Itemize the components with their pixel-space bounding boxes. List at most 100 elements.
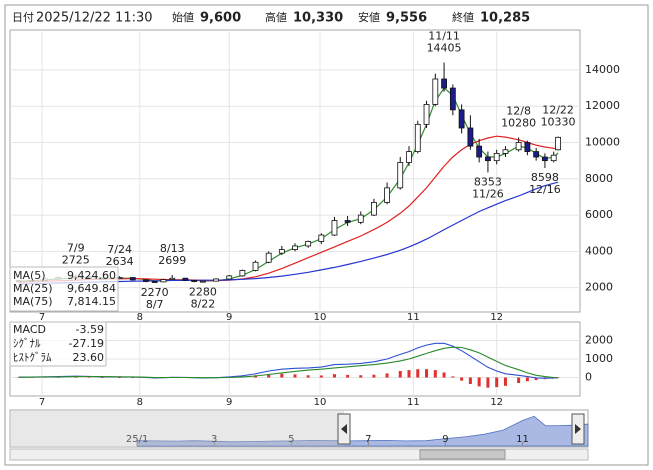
candle-body	[129, 277, 136, 281]
histogram-bar	[17, 377, 21, 378]
histogram-bar	[468, 377, 472, 384]
annotation-date: 8/13	[160, 242, 185, 255]
navigator-tick-label: 25/1	[126, 434, 148, 445]
x-tick-label: 9	[226, 312, 232, 323]
histogram-bar	[118, 377, 122, 378]
histogram-bar	[451, 376, 455, 378]
y-tick-label: 2000	[585, 281, 613, 294]
navigator-handle-right-grip	[575, 424, 581, 434]
legend-label: MACD	[13, 323, 46, 336]
annotation-date: 12/22	[542, 104, 574, 117]
navigator-area	[136, 415, 589, 447]
header-label: 高値	[265, 10, 287, 24]
annotation-date: 7/9	[67, 242, 85, 255]
annotation-value: 8598	[531, 171, 559, 184]
annotation-value: 2699	[158, 254, 186, 267]
legend-value: 9,424.60	[67, 269, 116, 282]
annotation-value: 10280	[501, 116, 536, 129]
candle-body	[542, 156, 548, 162]
annotation-date: 7/24	[107, 243, 132, 256]
candle-body	[441, 78, 447, 89]
candle-body	[423, 104, 430, 125]
candle-body	[397, 162, 404, 189]
navigator-handle-left-grip	[341, 424, 347, 434]
moving-average-line	[18, 181, 559, 285]
annotation-value: 14405	[427, 42, 462, 55]
x-tick-label: 9	[226, 397, 232, 408]
histogram-bar	[534, 377, 538, 381]
histogram-bar	[416, 369, 420, 378]
navigator-tick-label: 7	[365, 434, 371, 445]
navigator-unselected	[11, 411, 344, 446]
annotation-date: 8/7	[146, 298, 164, 311]
candle-body	[485, 156, 491, 162]
x-tick-label: 11	[407, 397, 420, 408]
candle-body	[169, 277, 176, 280]
candle-body	[458, 109, 465, 129]
candle-body	[331, 220, 338, 236]
candle-body	[550, 154, 557, 162]
annotation-date: 8/22	[191, 298, 216, 311]
legend-label: MA(75)	[13, 295, 53, 308]
histogram-bar	[332, 374, 336, 378]
y-tick-label: 14000	[585, 63, 620, 76]
candle-body	[406, 151, 412, 163]
histogram-bar	[87, 377, 91, 378]
candle-body	[493, 152, 500, 162]
header-value: 9,600	[200, 11, 241, 26]
histogram-bar	[517, 377, 521, 384]
candle-body	[555, 136, 561, 151]
histogram-bar	[425, 369, 429, 378]
x-tick-label: 7	[39, 312, 45, 323]
candle-body	[160, 279, 167, 283]
legend-box	[9, 321, 107, 367]
annotation-date: 11/11	[428, 30, 460, 43]
candle-body	[502, 149, 509, 154]
histogram-bar	[359, 375, 363, 378]
scroll-thumb[interactable]	[419, 449, 506, 460]
candle-body	[432, 78, 439, 105]
x-tick-label: 12	[490, 312, 503, 323]
y-tick-label: 8000	[585, 172, 613, 185]
histogram-bar	[385, 373, 389, 378]
legend-label: MA(25)	[13, 282, 53, 295]
y-tick-label: 0	[585, 371, 592, 384]
annotation-value: 2280	[189, 286, 217, 299]
candle-body	[252, 261, 259, 271]
y-tick-label: 6000	[585, 208, 613, 221]
legend-value: -3.59	[76, 323, 104, 336]
header-label: 始値	[172, 10, 194, 24]
candle-body	[318, 234, 325, 242]
candle-body	[200, 280, 206, 283]
annotation-value: 8353	[474, 175, 502, 188]
candle-body	[524, 142, 531, 152]
price-panel	[9, 29, 581, 313]
candle-body	[191, 280, 198, 282]
header-value: 10,330	[293, 11, 343, 26]
x-tick-label: 8	[137, 312, 143, 323]
x-tick-label: 11	[407, 312, 420, 323]
candle-body	[143, 279, 149, 282]
histogram-bar	[346, 374, 350, 378]
histogram-bar	[131, 377, 135, 378]
histogram-bar	[267, 373, 271, 378]
candle-body	[226, 275, 233, 280]
candle-body	[414, 123, 421, 152]
legend-box	[9, 266, 119, 312]
x-tick-label: 10	[314, 397, 327, 408]
annotation-value: 10330	[541, 116, 576, 129]
scrollbar[interactable]	[9, 448, 589, 461]
histogram-bar	[503, 377, 507, 386]
y-tick-label: 2000	[585, 334, 613, 347]
legend-label: MA(5)	[13, 269, 46, 282]
histogram-bar	[74, 377, 78, 378]
header-value: 9,556	[386, 11, 427, 26]
navigator-tick-label: 9	[442, 434, 448, 445]
x-tick-label: 7	[39, 397, 45, 408]
x-tick-label: 12	[490, 397, 503, 408]
candle-body	[182, 277, 189, 281]
histogram-bar	[407, 370, 411, 378]
candle-body	[515, 142, 522, 151]
y-tick-label: 12000	[585, 99, 620, 112]
